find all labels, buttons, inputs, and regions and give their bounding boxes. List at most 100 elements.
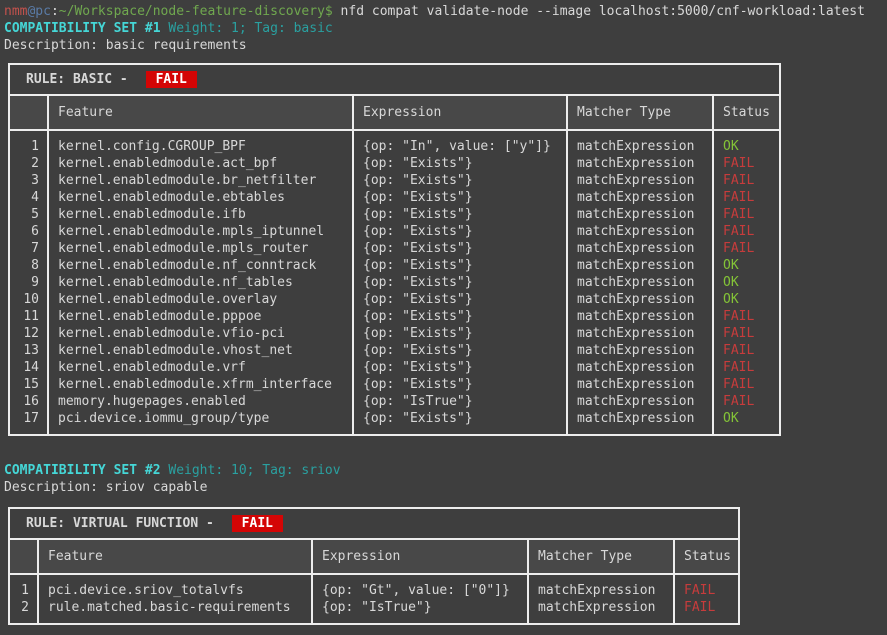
row-number-cell: 14 bbox=[23, 360, 39, 375]
matcher-type-cell: matchExpression bbox=[566, 206, 713, 223]
table-row: 17 pci.device.iommu_group/type {op: "Exist… bbox=[10, 410, 779, 434]
rule-label: RULE: VIRTUAL FUNCTION - bbox=[26, 516, 222, 531]
status-cell: OK bbox=[712, 257, 779, 274]
row-number-cell: 8 bbox=[31, 258, 39, 273]
status-cell: FAIL bbox=[712, 376, 779, 393]
row-number-cell: 4 bbox=[31, 190, 39, 205]
set1-title: COMPATIBILITY SET #1 bbox=[4, 21, 161, 36]
set2-heading: COMPATIBILITY SET #2 Weight: 10; Tag: sr… bbox=[4, 462, 883, 479]
matcher-type-cell: matchExpression bbox=[566, 130, 713, 155]
prompt-line: nmm@pc:~/Workspace/node-feature-discover… bbox=[4, 3, 883, 20]
row-number-cell: 16 bbox=[23, 394, 39, 409]
status-cell: FAIL bbox=[673, 599, 738, 623]
expression-cell: {op: "Exists"} bbox=[352, 291, 567, 308]
set2-title: COMPATIBILITY SET #2 bbox=[4, 463, 161, 478]
row-number-cell: 3 bbox=[31, 173, 39, 188]
matcher-type-cell: matchExpression bbox=[527, 599, 674, 623]
status-cell: OK bbox=[712, 274, 779, 291]
status-cell: FAIL bbox=[712, 240, 779, 257]
status-cell: FAIL bbox=[712, 342, 779, 359]
prompt-colon: : bbox=[50, 4, 59, 19]
row-number-cell: 11 bbox=[23, 309, 39, 324]
feature-cell: kernel.enabledmodule.vhost_net bbox=[47, 342, 353, 359]
status-cell: FAIL bbox=[712, 172, 779, 189]
matcher-type-cell: matchExpression bbox=[566, 223, 713, 240]
prompt-dollar: $ bbox=[324, 4, 333, 19]
expression-cell: {op: "Exists"} bbox=[352, 359, 567, 376]
feature-cell: memory.hugepages.enabled bbox=[47, 393, 353, 410]
feature-cell: kernel.enabledmodule.vfio-pci bbox=[47, 325, 353, 342]
col-header-status: Status bbox=[712, 96, 779, 131]
table-row: 10 kernel.enabledmodule.overlay {op: "Exis… bbox=[10, 291, 779, 308]
feature-cell: kernel.enabledmodule.br_netfilter bbox=[47, 172, 353, 189]
set2-meta: Weight: 10; Tag: sriov bbox=[160, 463, 341, 478]
table-row: 16 memory.hugepages.enabled {op: "IsTrue"}… bbox=[10, 393, 779, 410]
col-header-number bbox=[10, 96, 48, 131]
expression-cell: {op: "IsTrue"} bbox=[311, 599, 528, 623]
feature-cell: pci.device.sriov_totalvfs bbox=[37, 574, 312, 599]
command-text: nfd compat validate-node --image localho… bbox=[332, 4, 865, 19]
table-row: 6 kernel.enabledmodule.mpls_iptunnel {op: … bbox=[10, 223, 779, 240]
status-cell: FAIL bbox=[712, 325, 779, 342]
table-row: 7 kernel.enabledmodule.mpls_router {op: "E… bbox=[10, 240, 779, 257]
table-header-row: Feature Expression Matcher Type Status bbox=[10, 540, 738, 575]
expression-cell: {op: "Exists"} bbox=[352, 410, 567, 434]
col-header-matcher-type: Matcher Type bbox=[566, 96, 713, 131]
feature-cell: kernel.enabledmodule.mpls_router bbox=[47, 240, 353, 257]
table-row: 2 rule.matched.basic-requirements {op: "Is… bbox=[10, 599, 738, 623]
feature-cell: kernel.enabledmodule.ifb bbox=[47, 206, 353, 223]
prompt-user: nmm bbox=[4, 4, 28, 19]
feature-cell: kernel.enabledmodule.pppoe bbox=[47, 308, 353, 325]
expression-cell: {op: "Exists"} bbox=[352, 274, 567, 291]
row-number-cell: 1 bbox=[21, 583, 29, 598]
row-number-cell: 15 bbox=[23, 377, 39, 392]
rule-label: RULE: BASIC - bbox=[26, 72, 136, 87]
expression-cell: {op: "Exists"} bbox=[352, 155, 567, 172]
expression-cell: {op: "Gt", value: ["0"]} bbox=[311, 574, 528, 599]
feature-cell: kernel.enabledmodule.xfrm_interface bbox=[47, 376, 353, 393]
expression-cell: {op: "Exists"} bbox=[352, 206, 567, 223]
matcher-type-cell: matchExpression bbox=[566, 240, 713, 257]
col-header-expression: Expression bbox=[311, 540, 528, 575]
rule-title-row: RULE: BASIC - FAIL bbox=[10, 65, 779, 96]
row-number-cell: 2 bbox=[31, 156, 39, 171]
status-cell: FAIL bbox=[712, 393, 779, 410]
set1-description: Description: basic requirements bbox=[4, 38, 247, 53]
table-row: 4 kernel.enabledmodule.ebtables {op: "Exis… bbox=[10, 189, 779, 206]
set1-meta: Weight: 1; Tag: basic bbox=[160, 21, 333, 36]
expression-cell: {op: "Exists"} bbox=[352, 257, 567, 274]
status-cell: OK bbox=[712, 291, 779, 308]
matcher-type-cell: matchExpression bbox=[566, 393, 713, 410]
matcher-type-cell: matchExpression bbox=[566, 308, 713, 325]
rule-table-virtual-function: RULE: VIRTUAL FUNCTION - FAIL Feature Ex… bbox=[8, 507, 740, 625]
table-row: 8 kernel.enabledmodule.nf_conntrack {op: "… bbox=[10, 257, 779, 274]
rule-virtual-function-table: Feature Expression Matcher Type Status 1… bbox=[10, 540, 738, 623]
table-row: 5 kernel.enabledmodule.ifb {op: "Exists"} m… bbox=[10, 206, 779, 223]
expression-cell: {op: "Exists"} bbox=[352, 376, 567, 393]
expression-cell: {op: "Exists"} bbox=[352, 189, 567, 206]
matcher-type-cell: matchExpression bbox=[566, 257, 713, 274]
expression-cell: {op: "In", value: ["y"]} bbox=[352, 130, 567, 155]
matcher-type-cell: matchExpression bbox=[566, 325, 713, 342]
table-row: 1 pci.device.sriov_totalvfs {op: "Gt", val… bbox=[10, 574, 738, 599]
matcher-type-cell: matchExpression bbox=[566, 376, 713, 393]
row-number-cell: 6 bbox=[31, 224, 39, 239]
expression-cell: {op: "IsTrue"} bbox=[352, 393, 567, 410]
expression-cell: {op: "Exists"} bbox=[352, 325, 567, 342]
matcher-type-cell: matchExpression bbox=[566, 172, 713, 189]
matcher-type-cell: matchExpression bbox=[566, 359, 713, 376]
expression-cell: {op: "Exists"} bbox=[352, 308, 567, 325]
row-number-cell: 2 bbox=[21, 600, 29, 615]
rule-table-basic: RULE: BASIC - FAIL Feature Expression Ma… bbox=[8, 63, 781, 436]
table-row: 11 kernel.enabledmodule.pppoe {op: "Exists… bbox=[10, 308, 779, 325]
prompt-host: @pc bbox=[27, 4, 51, 19]
set2-description: Description: sriov capable bbox=[4, 480, 208, 495]
rule-title-row: RULE: VIRTUAL FUNCTION - FAIL bbox=[10, 509, 738, 540]
status-cell: FAIL bbox=[712, 189, 779, 206]
status-cell: FAIL bbox=[673, 574, 738, 599]
table-row: 1 kernel.config.CGROUP_BPF {op: "In", valu… bbox=[10, 130, 779, 155]
prompt-path: ~/Workspace/node-feature-discovery bbox=[58, 4, 325, 19]
row-number-cell: 5 bbox=[31, 207, 39, 222]
feature-cell: kernel.enabledmodule.vrf bbox=[47, 359, 353, 376]
